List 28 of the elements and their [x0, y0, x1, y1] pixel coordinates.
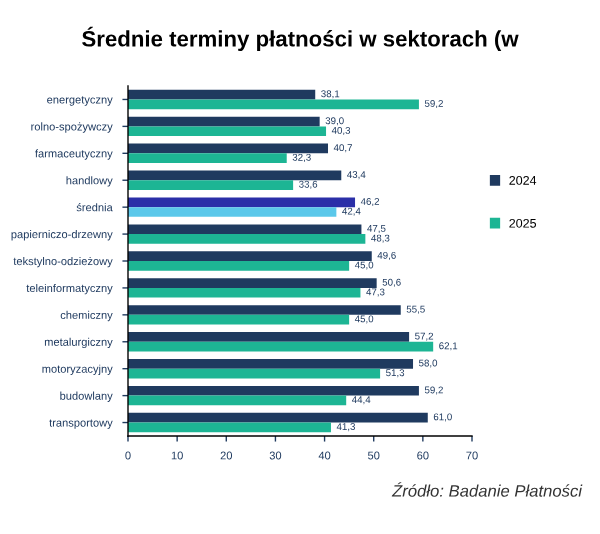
bar — [128, 412, 428, 423]
bar — [128, 422, 331, 433]
bar — [128, 359, 414, 369]
bar — [128, 116, 320, 127]
bar — [128, 99, 419, 110]
bar — [128, 251, 372, 261]
bar — [128, 180, 294, 190]
bar — [128, 207, 337, 217]
bar — [128, 368, 381, 379]
bar — [128, 197, 356, 208]
bar — [128, 341, 434, 352]
bar — [128, 153, 287, 163]
text: Źródło: Badanie Płatności — [391, 482, 583, 497]
bar — [128, 332, 410, 342]
bar — [128, 234, 366, 244]
bar — [128, 89, 316, 100]
bar — [128, 261, 350, 271]
bar — [128, 305, 401, 315]
bar — [128, 314, 350, 325]
bar — [128, 278, 377, 288]
bar — [128, 170, 342, 181]
bar — [128, 143, 329, 154]
bar — [128, 224, 362, 235]
chart-title: Średnie terminy płatności w sektorach (w — [82, 26, 519, 52]
bar — [128, 385, 419, 396]
bar — [128, 395, 347, 406]
bar — [128, 287, 361, 298]
bar — [128, 126, 327, 137]
